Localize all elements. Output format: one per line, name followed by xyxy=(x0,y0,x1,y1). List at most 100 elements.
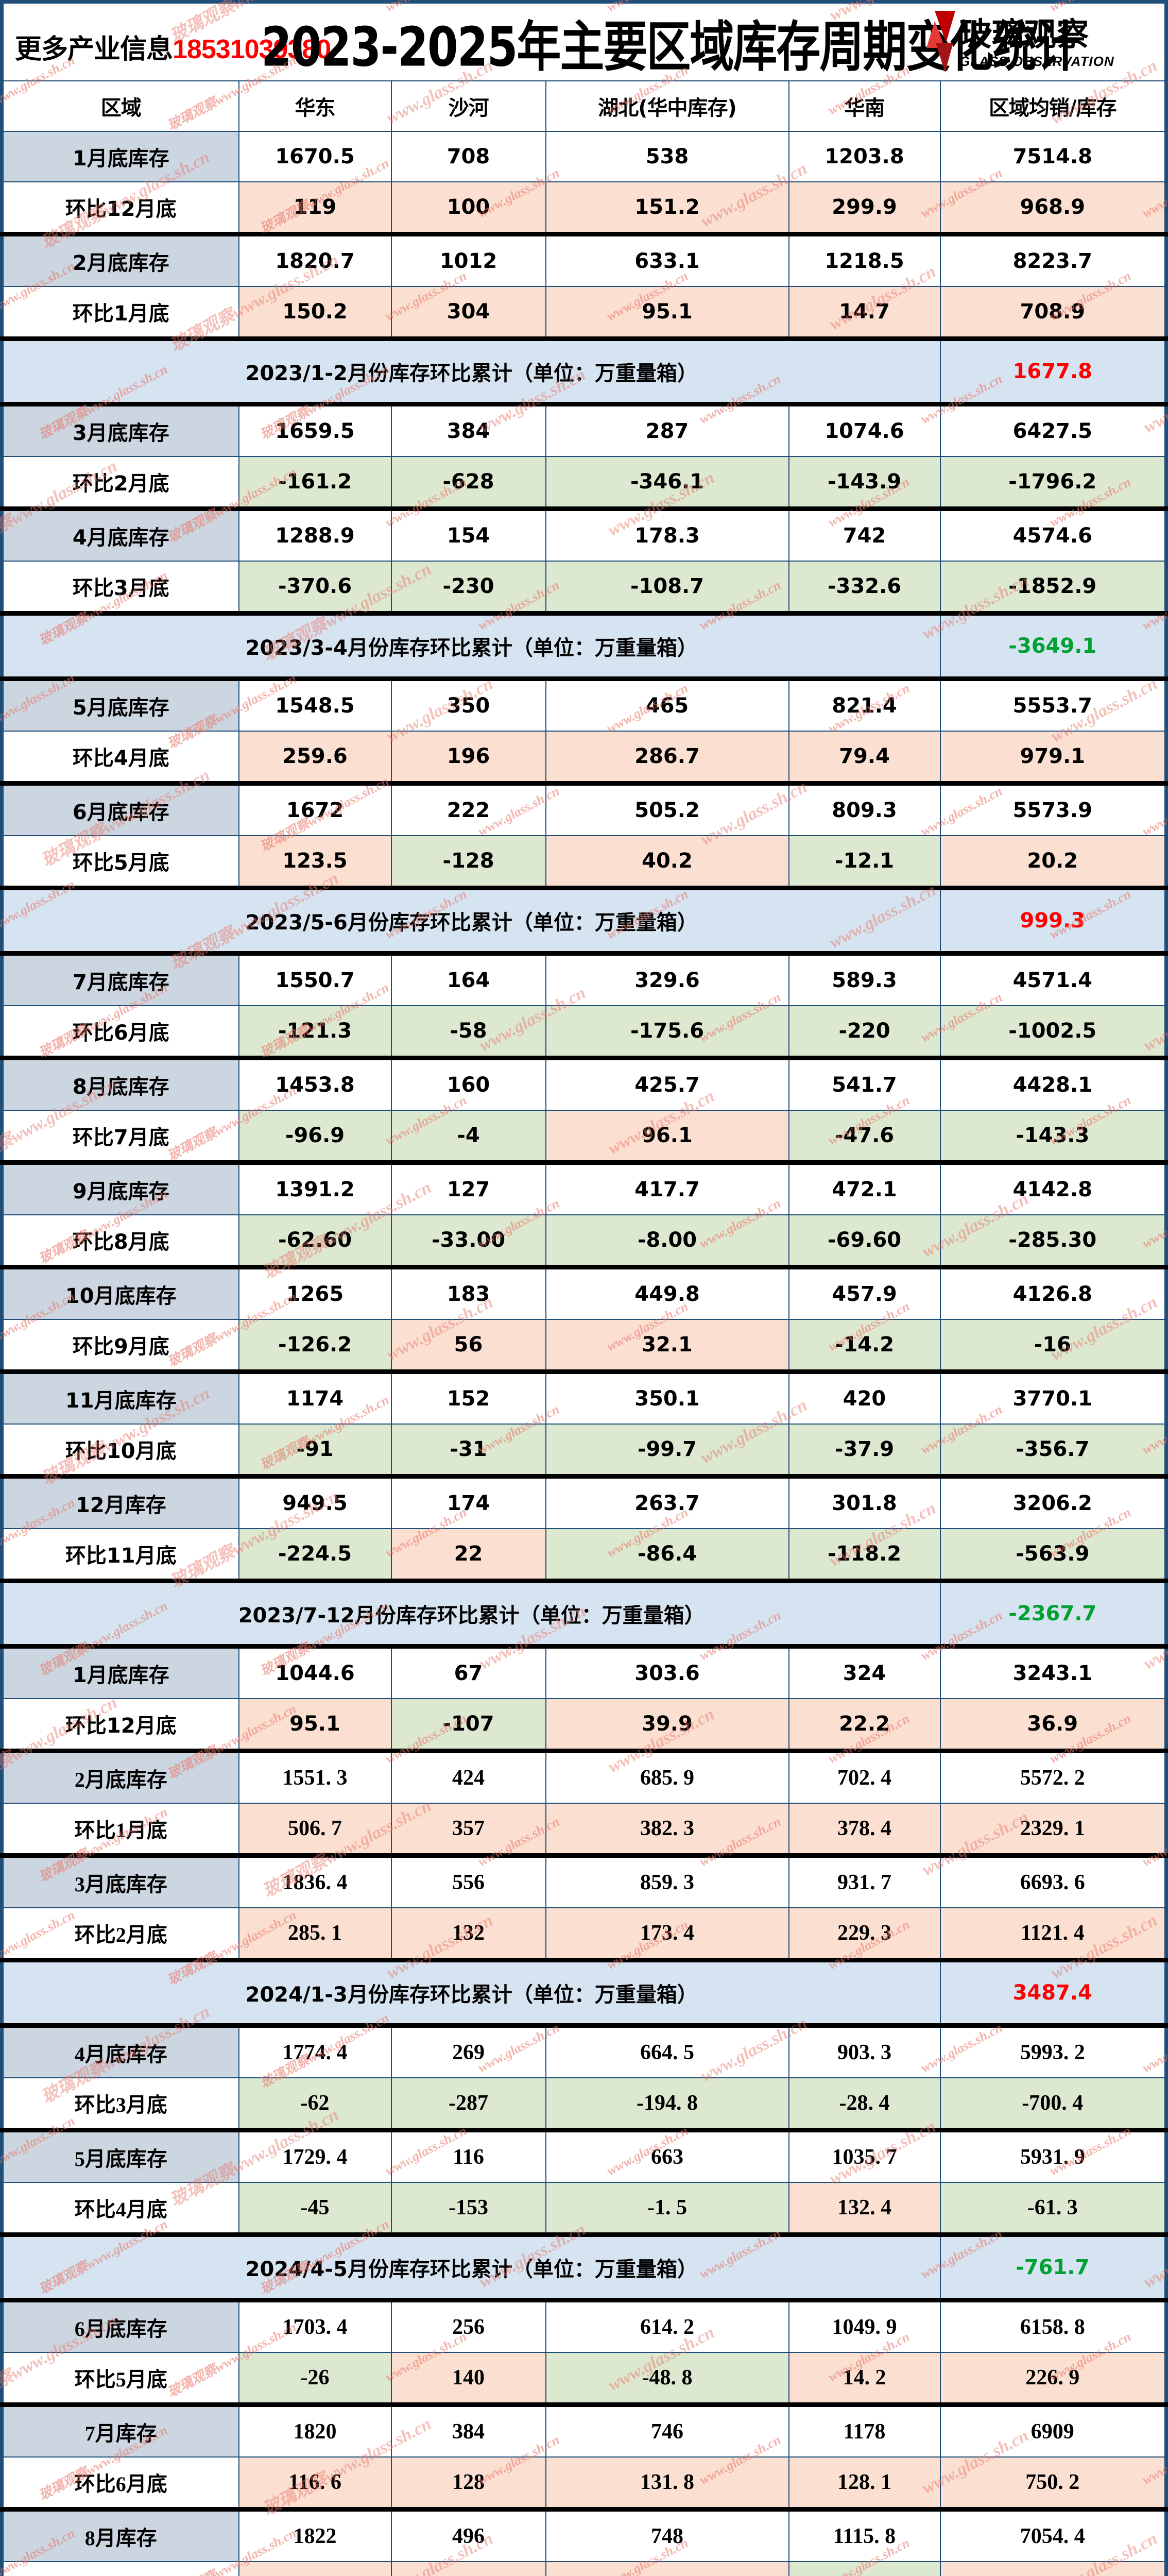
row-label: 10月底库存 xyxy=(1,1265,239,1320)
header-row: 区域 华东 沙河 湖北(华中库存) 华南 区域均销/库存 xyxy=(1,80,1167,132)
table-row: 环比6月底 116. 6 128 131. 8 128. 1 750. 2 xyxy=(1,2456,1167,2510)
table-cell: -69.60 xyxy=(788,1214,941,1268)
table-cell: 1203.8 xyxy=(788,131,941,182)
table-row: 2月底库存 1551. 3 424 685. 9 702. 4 5572. 2 xyxy=(1,1749,1167,1804)
table-row: 6月底库存 1672 222 505.2 809.3 5573.9 xyxy=(1,781,1167,836)
table-row: 3月底库存 1836. 4 556 859. 3 931. 7 6693. 6 xyxy=(1,1853,1167,1908)
table-row: 环比4月底 -45 -153 -1. 5 132. 4 -61. 3 xyxy=(1,2182,1167,2235)
table-cell: 968.9 xyxy=(939,181,1167,235)
table-cell: 123.5 xyxy=(238,835,392,889)
table-cell: 2 xyxy=(545,2561,789,2576)
table-row: 8月库存 1822 496 748 1115. 8 7054. 4 xyxy=(1,2507,1167,2562)
table-cell: -175.6 xyxy=(545,1005,789,1059)
table-cell: 702. 4 xyxy=(788,1749,941,1804)
table-cell: -108.7 xyxy=(545,561,789,614)
table-row: 环比8月底 -62.60 -33.00 -8.00 -69.60 -285.30 xyxy=(1,1214,1167,1268)
table-cell: 746 xyxy=(545,2402,789,2458)
table-cell: 132 xyxy=(390,1907,546,1961)
table-cell: 4142.8 xyxy=(939,1160,1167,1215)
table-cell: 39.9 xyxy=(545,1698,789,1752)
table-cell: 859. 3 xyxy=(545,1853,789,1908)
table-cell: -287 xyxy=(390,2077,546,2131)
table-cell: -31 xyxy=(390,1423,546,1477)
table-cell: 685. 9 xyxy=(545,1749,789,1804)
table-cell: 663 xyxy=(545,2128,789,2183)
table-cell: 301.8 xyxy=(788,1474,941,1529)
row-label: 环比2月底 xyxy=(1,456,239,510)
table-cell: 112 xyxy=(390,2561,546,2576)
table-cell: 506. 7 xyxy=(238,1803,392,1856)
table-row: 11月底库存 1174 152 350.1 420 3770.1 xyxy=(1,1369,1167,1425)
table-cell: 128 xyxy=(390,2456,546,2510)
row-label: 9月底库存 xyxy=(1,1160,239,1215)
row-label: 环比5月底 xyxy=(1,835,239,889)
table-row: 7月底库存 1550.7 164 329.6 589.3 4571.4 xyxy=(1,951,1167,1006)
table-cell: 382. 3 xyxy=(545,1803,789,1856)
table-row: 8月底库存 1453.8 160 425.7 541.7 4428.1 xyxy=(1,1056,1167,1111)
table-cell: -153 xyxy=(390,2182,546,2235)
table-cell: 1822 xyxy=(238,2507,392,2562)
row-label: 11月底库存 xyxy=(1,1369,239,1425)
table-cell: 465 xyxy=(545,676,789,732)
row-label: 2月底库存 xyxy=(1,232,239,287)
table-cell: 154 xyxy=(390,506,546,562)
table-cell: -62. 2 xyxy=(788,2561,941,2576)
table-cell: 425.7 xyxy=(545,1056,789,1111)
row-label: 7月底库存 xyxy=(1,951,239,1006)
table-cell: 14. 2 xyxy=(788,2352,941,2405)
summary-label: 2023/3-4月份库存环比累计（单位：万重量箱） xyxy=(1,611,941,680)
table-cell: 67 xyxy=(390,1644,546,1699)
row-label: 环比4月底 xyxy=(1,731,239,784)
table-row: 环比12月底 119 100 151.2 299.9 968.9 xyxy=(1,181,1167,235)
table-row: 10月底库存 1265 183 449.8 457.9 4126.8 xyxy=(1,1265,1167,1320)
table-cell: -128 xyxy=(390,835,546,889)
table-body: 1月底库存 1670.5 708 538 1203.8 7514.8 环比12月底 119 10… xyxy=(1,131,1167,2576)
table-cell: -285.30 xyxy=(939,1214,1167,1268)
table-cell: 931. 7 xyxy=(788,1853,941,1908)
table-cell: 1074.6 xyxy=(788,402,941,457)
row-label: 环比3月底 xyxy=(1,561,239,614)
summary-row: 2023/3-4月份库存环比累计（单位：万重量箱） -3649.1 xyxy=(1,611,1167,680)
table-cell: 1049. 9 xyxy=(788,2298,941,2353)
table-cell: 128. 1 xyxy=(788,2456,941,2510)
table-cell: 1391.2 xyxy=(238,1160,392,1215)
table-cell: 3770.1 xyxy=(939,1369,1167,1425)
table-cell: 95.1 xyxy=(545,286,789,340)
table-row: 1月底库存 1670.5 708 538 1203.8 7514.8 xyxy=(1,131,1167,182)
row-label: 环比11月底 xyxy=(1,1528,239,1582)
table-cell: 1551. 3 xyxy=(238,1749,392,1804)
summary-row: 2024/1-3月份库存环比累计（单位：万重量箱） 3487.4 xyxy=(1,1958,1167,2026)
table-row: 环比7月底21122-62. 2145. 4 xyxy=(1,2561,1167,2576)
table-cell: 285. 1 xyxy=(238,1907,392,1961)
table-cell: 119 xyxy=(238,181,392,235)
table-cell: 979.1 xyxy=(939,731,1167,784)
table-cell: 229. 3 xyxy=(788,1907,941,1961)
table-cell: 127 xyxy=(390,1160,546,1215)
table-cell: 949.5 xyxy=(238,1474,392,1529)
table-row: 环比3月底 -62 -287 -194. 8 -28. 4 -700. 4 xyxy=(1,2077,1167,2131)
table-cell: 95.1 xyxy=(238,1698,392,1752)
table-cell: 384 xyxy=(390,2402,546,2458)
row-label: 8月底库存 xyxy=(1,1056,239,1111)
table-cell: 222 xyxy=(390,781,546,836)
table-cell: 903. 3 xyxy=(788,2023,941,2078)
row-label: 5月底库存 xyxy=(1,2128,239,2183)
table-cell: -356.7 xyxy=(939,1423,1167,1477)
summary-label: 2023/5-6月份库存环比累计（单位：万重量箱） xyxy=(1,886,941,954)
table-cell: 4574.6 xyxy=(939,506,1167,562)
table-cell: 259.6 xyxy=(238,731,392,784)
promo-phone-number: 18531039380 xyxy=(173,35,331,64)
table-cell: 1729. 4 xyxy=(238,2128,392,2183)
table-cell: 1035. 7 xyxy=(788,2128,941,2183)
table-cell: 324 xyxy=(788,1644,941,1699)
summary-row: 2023/1-2月份库存环比累计（单位：万重量箱） 1677.8 xyxy=(1,336,1167,405)
table-cell: -220 xyxy=(788,1005,941,1059)
row-label: 环比12月底 xyxy=(1,181,239,235)
brand-logo: 玻璃观察 GLASS OBSERVATION xyxy=(925,11,1114,76)
table-cell: 708.9 xyxy=(939,286,1167,340)
summary-row: 2024/4-5月份库存环比累计（单位：万重量箱） -761.7 xyxy=(1,2232,1167,2301)
table-cell: 614. 2 xyxy=(545,2298,789,2353)
table-row: 1月底库存 1044.6 67 303.6 324 3243.1 xyxy=(1,1644,1167,1699)
table-cell: 6427.5 xyxy=(939,402,1167,457)
